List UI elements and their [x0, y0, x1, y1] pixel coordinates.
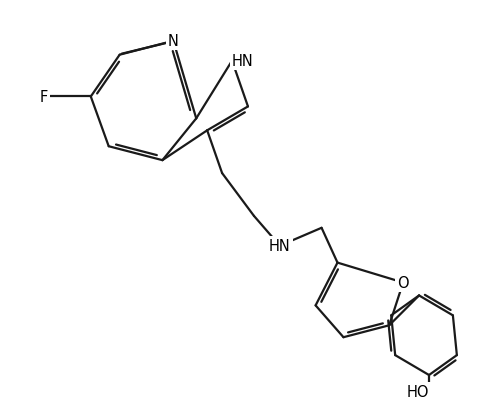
Text: HN: HN: [269, 239, 291, 253]
Text: F: F: [40, 90, 48, 105]
Text: N: N: [168, 34, 179, 49]
Text: O: O: [397, 275, 409, 290]
Text: HN: HN: [232, 54, 254, 69]
Text: HO: HO: [406, 385, 429, 399]
